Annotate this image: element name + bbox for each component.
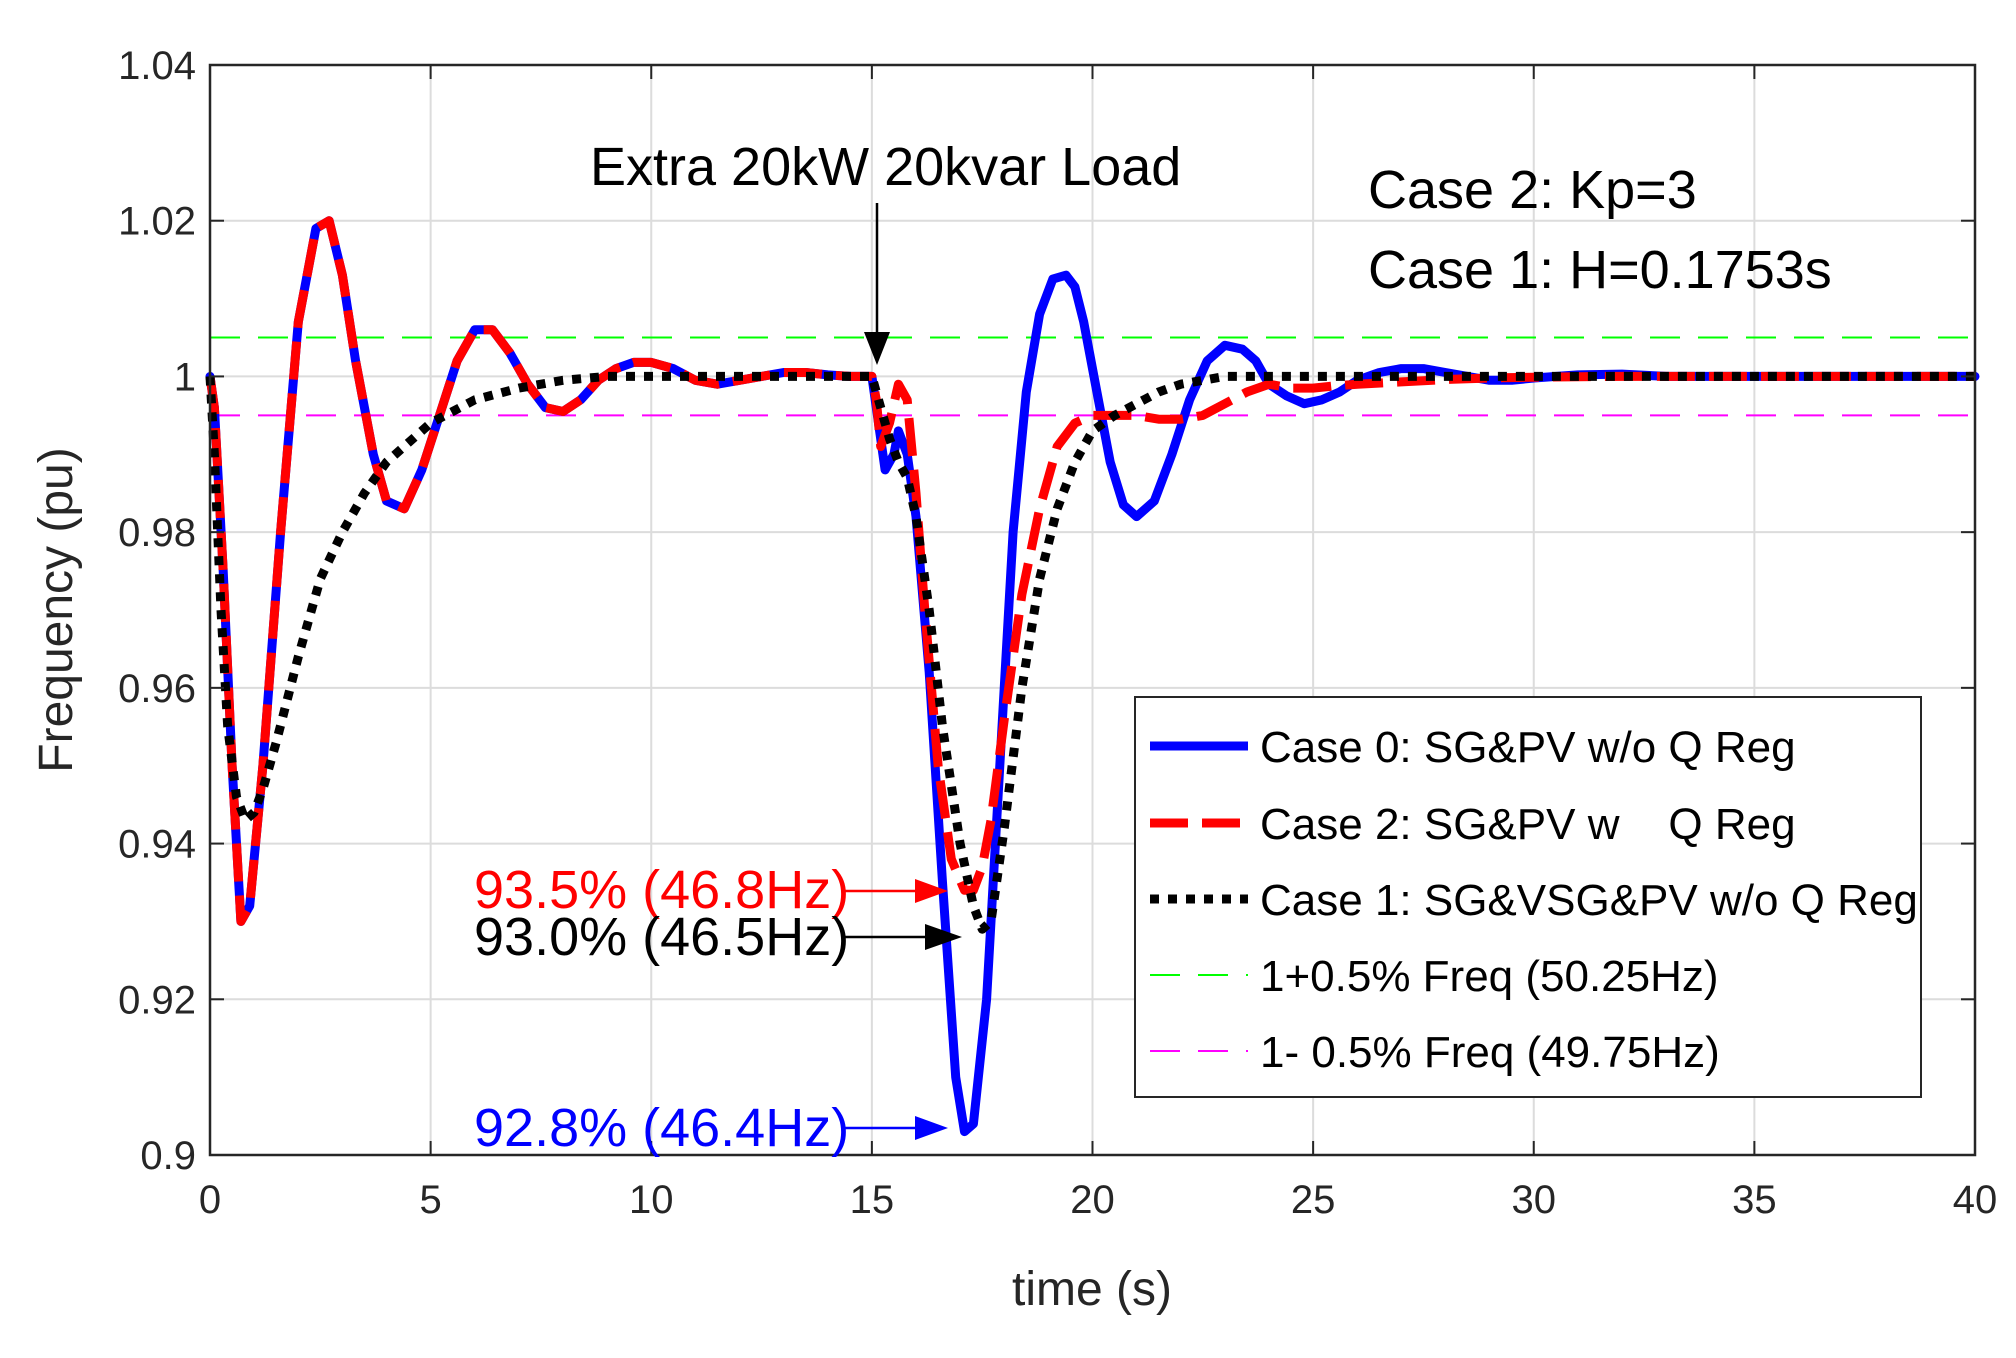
annotation-case0-min-text: 92.8% (46.4Hz): [474, 1098, 849, 1158]
y-tick-label: 0.92: [118, 978, 196, 1022]
annotation-load-step: Extra 20kW 20kvar Load: [590, 137, 1181, 365]
x-tick-label: 35: [1732, 1178, 1777, 1222]
annotation-case0-min-arrowhead: [915, 1116, 948, 1140]
axis-ticks: 0 5 10 15 20 25 30 35 40 0.9 0.92 0.94 0.96 0.98 1 1.02…: [118, 44, 1997, 1222]
x-tick-label: 20: [1070, 1178, 1115, 1222]
x-axis-label: time (s): [1012, 1263, 1172, 1316]
legend-entry-upper-limit: 1+0.5% Freq (50.25Hz): [1150, 952, 1719, 1001]
annotation-case1-min-arrowhead: [925, 924, 962, 950]
y-tick-label: 1.02: [118, 200, 196, 244]
y-tick-label: 0.9: [140, 1134, 196, 1178]
legend-entry-lower-limit: 1- 0.5% Freq (49.75Hz): [1150, 1028, 1720, 1077]
y-axis-label: Frequency (pu): [30, 447, 83, 772]
legend-label-upper-limit: 1+0.5% Freq (50.25Hz): [1260, 952, 1719, 1001]
annotation-load-step-text: Extra 20kW 20kvar Load: [590, 137, 1181, 197]
x-tick-label: 5: [420, 1178, 442, 1222]
x-tick-label: 10: [629, 1178, 674, 1222]
legend: Case 0: SG&PV w/o Q Reg Case 2: SG&PV w …: [1134, 696, 1922, 1098]
x-tick-label: 30: [1512, 1178, 1557, 1222]
y-tick-label: 0.96: [118, 667, 196, 711]
y-tick-label: 0.94: [118, 823, 196, 867]
x-tick-label: 15: [850, 1178, 895, 1222]
annotation-case2-min-text: 93.5% (46.8Hz): [474, 860, 849, 920]
annotation-case1-min-text: 93.0% (46.5Hz): [474, 907, 849, 967]
annotation-case1-min: 93.0% (46.5Hz): [474, 907, 962, 967]
legend-label-lower-limit: 1- 0.5% Freq (49.75Hz): [1260, 1028, 1720, 1077]
x-tick-label: 0: [199, 1178, 221, 1222]
legend-entry-case0: Case 0: SG&PV w/o Q Reg: [1150, 723, 1796, 772]
y-tick-label: 1.04: [118, 44, 196, 88]
y-tick-label: 1: [174, 355, 196, 399]
x-tick-label: 40: [1953, 1178, 1998, 1222]
series-case1-line: [205, 371, 1975, 934]
x-tick-label: 25: [1291, 1178, 1336, 1222]
legend-entry-case1: Case 1: SG&VSG&PV w/o Q Reg: [1150, 876, 1918, 925]
legend-box: [1134, 696, 1922, 1098]
legend-entry-case2: Case 2: SG&PV w Q Reg: [1150, 800, 1796, 849]
legend-label-case0: Case 0: SG&PV w/o Q Reg: [1260, 723, 1796, 772]
annotation-load-step-arrowhead: [864, 332, 890, 365]
annotation-case0-min: 92.8% (46.4Hz): [474, 1098, 948, 1158]
legend-label-case1: Case 1: SG&VSG&PV w/o Q Reg: [1260, 876, 1918, 925]
data-series: [205, 216, 1980, 1137]
case-note-h: Case 1: H=0.1753s: [1368, 240, 1832, 300]
case-note-kp: Case 2: Kp=3: [1368, 160, 1697, 220]
y-tick-label: 0.98: [118, 511, 196, 555]
annotation-case2-min: 93.5% (46.8Hz): [474, 860, 948, 920]
legend-label-case2: Case 2: SG&PV w Q Reg: [1260, 800, 1796, 849]
reference-lines: [210, 336, 1975, 417]
annotation-case2-min-arrowhead: [915, 879, 948, 903]
